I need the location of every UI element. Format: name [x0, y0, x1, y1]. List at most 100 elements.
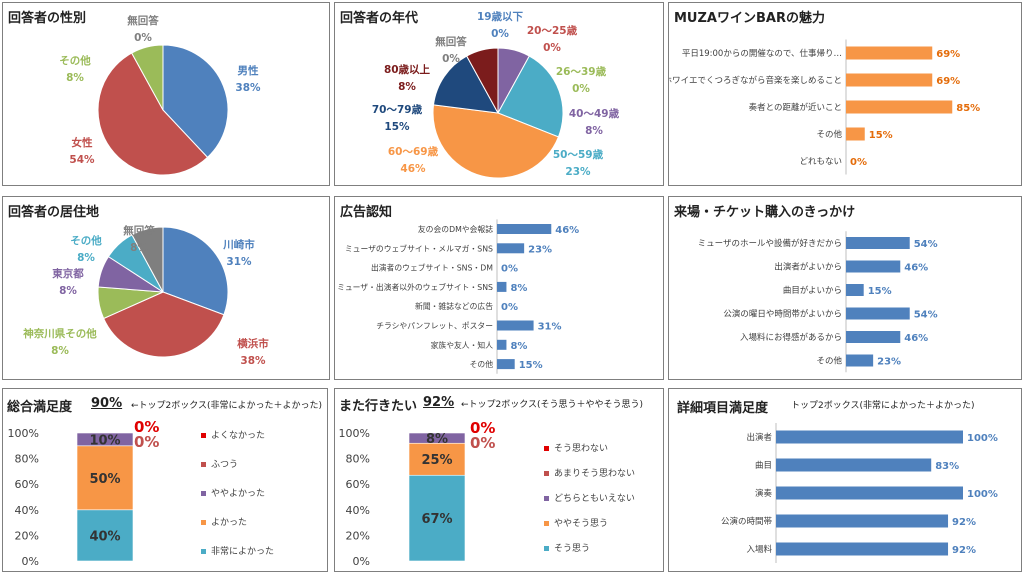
pie-slice: [162, 226, 229, 316]
y-tick-label: 80%: [346, 453, 370, 466]
category-label: 公演の時間帯: [721, 516, 773, 527]
pie-slice: [432, 104, 560, 179]
pie-label: 50〜59歳 23%: [553, 148, 604, 178]
pie-slice: [131, 44, 164, 111]
bar: [497, 243, 525, 254]
legend-swatch: [201, 520, 206, 525]
data-label: 69%: [936, 49, 960, 60]
legend-label: ややそう思う: [554, 518, 608, 529]
data-label: 54%: [914, 310, 938, 321]
data-label: 46%: [904, 333, 928, 344]
pie-label: 無回答 0%: [435, 35, 467, 65]
bar: [846, 354, 874, 367]
bar: [846, 100, 953, 114]
y-tick-label: 80%: [15, 453, 39, 466]
data-label: 15%: [869, 130, 893, 141]
legend-label: どちらともいえない: [554, 493, 635, 504]
category-label: 奏者との距離が近いこと: [749, 102, 842, 113]
category-label: 入場料にお得感があるから: [740, 332, 842, 343]
pie-label: 40〜49歳 8%: [569, 107, 620, 137]
bar: [776, 486, 963, 500]
data-label: 92%: [952, 545, 976, 556]
pie-slice: [97, 52, 209, 176]
pie-label: 男性 38%: [235, 64, 261, 94]
panel-age: 19歳以下 0% 20〜25歳 0% 26〜39歳 0% 40〜49歳 8% 50〜59歳 23%…: [334, 2, 664, 186]
bar: [846, 73, 933, 87]
y-tick-label: 60%: [346, 478, 370, 491]
data-label: 100%: [967, 433, 998, 444]
bar: [846, 331, 901, 343]
bar: [846, 237, 910, 249]
data-label: 8%: [510, 283, 527, 294]
legend-label: そう思わない: [554, 443, 608, 454]
category-label: その他: [816, 129, 842, 140]
pie-slice: [102, 291, 225, 358]
data-label: 54%: [914, 239, 938, 250]
zero-value-label: 0%: [134, 433, 159, 451]
pie-label: 60〜69歳 46%: [388, 145, 439, 175]
again-stacked-chart: 0%20%40%60%80%100%67%25%8%0%0% そう思わないあまりそ…: [339, 419, 635, 568]
category-label: 家族や友人・知人: [431, 340, 494, 350]
data-label: 83%: [935, 461, 959, 472]
data-label: 85%: [956, 103, 980, 114]
pie-label: 川崎市 31%: [222, 238, 255, 268]
data-label: 8%: [510, 341, 527, 352]
segment-label: 10%: [89, 433, 120, 448]
pie-label: 横浜市 38%: [237, 337, 269, 367]
bar: [846, 307, 910, 320]
pie-label: その他 8%: [70, 234, 102, 264]
bar: [497, 224, 552, 234]
category-label: ホワイエでくつろぎながら音楽を楽しめること: [669, 75, 842, 86]
segment-label: 40%: [89, 529, 120, 544]
category-label: 曲目: [755, 460, 772, 471]
pie-slice: [497, 55, 564, 138]
y-tick-label: 60%: [15, 478, 39, 491]
panel-trigger: ミューザのホールや設備が好きだから 54% 出演者がよいから 46% 曲目がよいから 15…: [668, 196, 1022, 380]
age-pie-chart: 19歳以下 0% 20〜25歳 0% 26〜39歳 0% 40〜49歳 8% 50〜59歳 23%…: [372, 10, 620, 179]
panel-overall: 0% 20% 40% 60% 80% 100% 40% 50% 10% 0% 0% よくなかった ふつう…: [2, 388, 328, 572]
category-label: 平日19:00からの開催なので、仕事帰り…: [682, 48, 842, 59]
panel-again: 0% 20% 40% 60% 80% 100% 67% 25% 8% 0% 0% そう思わない あまりそ…: [334, 388, 664, 572]
panel-residence: 川崎市 31% 横浜市 38% 神奈川県その他 8% 東京都 8% その他 8% 無回答 8% 回答者…: [2, 196, 330, 380]
category-label: ミューザのホールや設備が好きだから: [698, 238, 842, 249]
category-label: その他: [816, 356, 842, 367]
pie-label: 女性 54%: [69, 136, 95, 166]
data-label: 23%: [528, 244, 552, 255]
pie-label: 20〜25歳 0%: [527, 24, 578, 54]
stacked-bar-segment: [408, 432, 466, 444]
segment-label: 25%: [421, 453, 452, 468]
bar: [846, 284, 864, 296]
ad-bar-chart: 友の会のDMや会報誌 46% ミューザのウェブサイト・メルマガ・SNS 23% 出演者の…: [337, 219, 579, 374]
category-label: チラシやパンフレット、ポスター: [376, 322, 493, 331]
category-label: ミューザ・出演者以外のウェブサイト・SNS: [337, 282, 493, 292]
legend-label: よかった: [211, 517, 247, 528]
segment-label: 67%: [421, 512, 452, 527]
data-label: 46%: [904, 263, 928, 274]
pie-slice: [131, 226, 164, 293]
y-tick-label: 40%: [346, 504, 370, 517]
legend-swatch: [201, 491, 206, 496]
legend-swatch: [544, 546, 549, 551]
legend-label: あまりそう思わない: [554, 468, 635, 479]
pie-label: 神奈川県その他 8%: [23, 327, 97, 357]
data-label: 15%: [519, 360, 543, 371]
pie-label: 無回答 0%: [127, 14, 159, 44]
panel-gender: 男性 38% 女性 54% その他 8% 無回答 0% 回答者の性別: [2, 2, 330, 186]
panel-title: 詳細項目満足度: [677, 401, 769, 416]
bar: [497, 320, 534, 331]
legend-swatch: [201, 462, 206, 467]
pie-label: 19歳以下 0%: [477, 10, 524, 40]
panel-title: 回答者の性別: [8, 11, 87, 26]
y-tick-label: 100%: [8, 427, 39, 440]
panel-appeal: 平日19:00からの開催なので、仕事帰り… 69% ホワイエでくつろぎながら音楽を楽…: [668, 2, 1022, 186]
segment-label: 8%: [426, 432, 448, 447]
stacked-bar-segment: [76, 432, 134, 447]
pie-label: 26〜39歳 0%: [556, 65, 607, 95]
panel-title: 来場・チケット購入のきっかけ: [674, 205, 856, 220]
data-label: 100%: [967, 489, 998, 500]
top2-note: トップ2ボックス(非常によかった＋よかった): [791, 401, 975, 411]
y-tick-label: 20%: [15, 529, 39, 542]
category-label: その他: [470, 359, 494, 369]
legend-swatch: [201, 433, 206, 438]
panel-ad: 友の会のDMや会報誌 46% ミューザのウェブサイト・メルマガ・SNS 23% 出演者の…: [334, 196, 664, 380]
